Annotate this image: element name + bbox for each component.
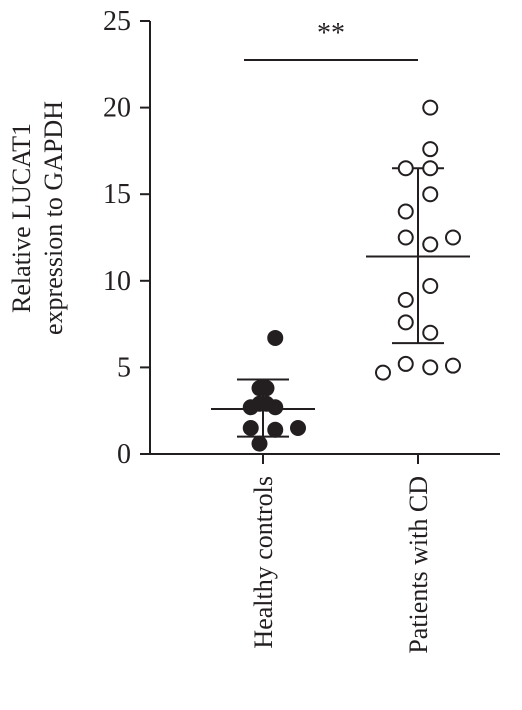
data-point xyxy=(397,355,414,372)
data-point xyxy=(397,314,414,331)
data-point xyxy=(290,420,306,437)
data-point xyxy=(422,236,439,253)
data-point xyxy=(422,99,439,116)
y-axis: 0 5 10 15 20 25 xyxy=(103,6,151,470)
x-axis: Healthy controls Patients with CD xyxy=(150,453,500,654)
y-axis-label-line1: Relative LUCAT1 xyxy=(7,123,36,313)
data-point xyxy=(422,277,439,294)
data-point xyxy=(445,229,461,246)
x-tick-label: Healthy controls xyxy=(249,476,278,649)
x-tick-label: Patients with CD xyxy=(404,476,433,654)
data-point xyxy=(445,357,461,374)
data-point xyxy=(267,421,284,438)
y-tick-label: 5 xyxy=(117,352,131,383)
data-point xyxy=(422,160,439,177)
y-tick-label: 10 xyxy=(103,266,131,297)
data-point xyxy=(422,359,439,376)
data-point xyxy=(267,329,284,346)
y-tick-label: 0 xyxy=(117,439,131,470)
data-point xyxy=(251,435,268,452)
y-ticks: 0 5 10 15 20 25 xyxy=(103,6,150,470)
x-ticks: Healthy controls Patients with CD xyxy=(249,454,433,654)
data-point xyxy=(422,324,439,341)
group-patients-with-cd xyxy=(366,99,470,381)
y-tick-label: 20 xyxy=(103,93,131,124)
significance-label: ** xyxy=(317,18,345,49)
y-tick-label: 15 xyxy=(103,179,131,210)
y-tick-label: 25 xyxy=(103,6,131,37)
data-point xyxy=(258,395,275,412)
data-point xyxy=(397,229,414,246)
data-point xyxy=(375,364,391,381)
data-point xyxy=(397,291,414,308)
data-point xyxy=(258,380,275,397)
data-point xyxy=(397,203,414,220)
data-point xyxy=(422,186,439,203)
data-groups xyxy=(211,99,470,452)
group-healthy-controls xyxy=(211,329,315,452)
data-point xyxy=(242,420,259,437)
data-point xyxy=(397,160,414,177)
y-axis-label-line2: expression to GAPDH xyxy=(39,101,68,335)
data-point xyxy=(422,141,439,158)
